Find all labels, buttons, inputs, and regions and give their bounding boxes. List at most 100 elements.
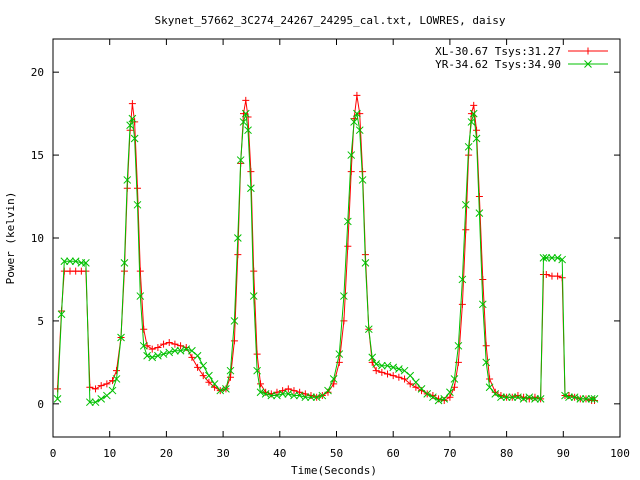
data-point [554,272,562,280]
data-point [57,310,66,319]
data-point [590,395,599,403]
data-point [128,100,136,108]
data-point [257,380,265,388]
data-point [143,342,151,350]
x-tick-label: 20 [160,447,173,460]
data-point [329,375,338,383]
data-point [230,337,238,345]
x-tick-label: 90 [557,447,570,460]
x-tick-label: 100 [610,447,630,460]
data-point [553,254,562,262]
data-point [378,361,386,370]
data-point [182,345,191,353]
y-tick-label: 0 [37,398,44,411]
data-point [148,353,157,362]
data-point [154,343,162,351]
data-point [210,380,219,388]
data-point [230,317,239,325]
data-point [312,393,321,402]
data-point [112,375,121,383]
data-point [171,346,179,355]
data-point [136,292,145,300]
chart-title: Skynet_57662_3C274_24267_24295_cal.txt, … [155,14,506,27]
data-point [159,350,168,358]
data-point [434,396,443,405]
data-point [473,126,481,134]
data-point [482,342,490,350]
data-point [389,372,397,380]
data-point [565,392,573,400]
data-point [508,393,517,402]
data-point [216,386,225,395]
series-1 [54,91,598,405]
data-point [249,292,258,300]
data-point [364,325,373,334]
data-point [242,96,250,104]
data-point [502,393,511,402]
data-point [343,217,352,226]
data-point [278,390,287,398]
data-point [458,300,466,308]
data-point [361,259,370,267]
data-point [344,242,352,250]
data-point [165,338,173,346]
y-tick-label: 20 [31,66,44,79]
data-point [133,200,142,209]
data-point [205,378,213,386]
data-point [531,395,539,403]
data-point [226,366,235,375]
data-point [188,353,196,361]
data-point [467,118,476,126]
data-point [250,267,258,275]
legend-label: XL-30.67 Tsys:31.27 [435,45,561,58]
data-point [222,385,230,393]
data-point [482,358,491,367]
data-point [253,350,261,358]
data-point [284,390,293,398]
data-point [347,151,356,159]
data-point [53,395,62,403]
data-point [130,134,139,143]
data-point [558,255,567,264]
data-point [353,109,361,118]
data-point [194,363,202,371]
data-point [133,184,141,192]
data-point [247,168,255,176]
data-point [384,370,392,378]
y-tick-label: 5 [37,315,44,328]
data-point [446,393,454,401]
data-point [350,118,358,126]
data-point [587,395,596,403]
data-point [120,259,129,267]
data-point [525,395,533,403]
data-point [347,168,355,176]
data-point [479,275,487,283]
data-point [423,390,432,398]
data-point [475,209,484,217]
data-point [561,391,569,400]
data-point [136,267,144,275]
data-point [542,270,550,278]
data-point [539,254,548,262]
data-point [92,385,100,393]
data-point [193,351,202,360]
series-2 [53,109,599,407]
data-point [472,134,481,143]
data-point [82,259,90,267]
x-tick-label: 10 [103,447,116,460]
data-point [412,383,420,391]
data-point [241,109,250,118]
data-point [340,292,348,300]
data-point [548,254,556,262]
data-point [491,390,500,398]
data-point [458,275,467,284]
data-point [60,257,69,266]
data-point [514,393,522,402]
data-point [253,366,261,375]
data-point [378,368,386,376]
data-point [199,361,208,370]
y-tick-label: 10 [31,232,44,245]
data-point [113,367,121,375]
data-point [117,333,125,342]
